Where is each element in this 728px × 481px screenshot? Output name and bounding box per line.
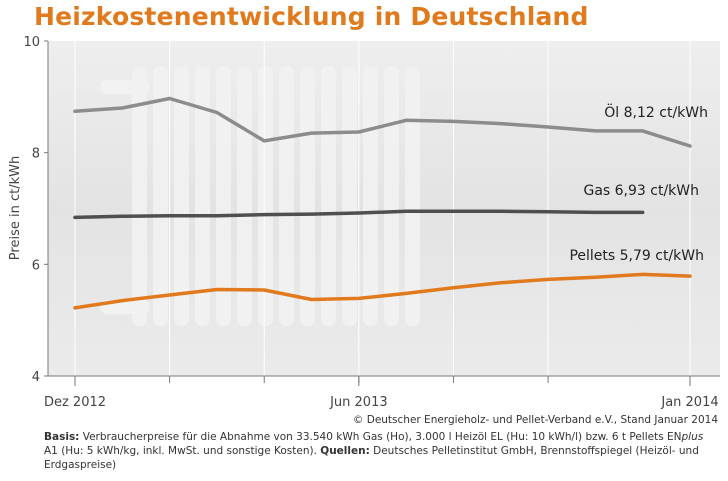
y-tick-label: 6	[32, 258, 40, 273]
radiator-fin	[153, 66, 168, 326]
oil-series-label: Öl 8,12 ct/kWh	[604, 103, 708, 121]
sources-label: Quellen:	[320, 445, 370, 457]
series-labels: Öl 8,12 ct/kWh Gas 6,93 ct/kWh Pellets 5…	[569, 103, 708, 264]
radiator-fin	[174, 66, 189, 326]
radiator-fin	[132, 66, 147, 326]
radiator-fin	[237, 66, 252, 326]
pellets-series-line	[73, 272, 692, 310]
radiator-fin	[195, 66, 210, 326]
basis-italic: plus	[681, 431, 704, 443]
radiator-fin	[216, 66, 231, 326]
y-tick-label: 10	[23, 35, 40, 50]
radiator-fin	[405, 66, 420, 326]
radiator-watermark	[100, 66, 420, 326]
gas-series-label: Gas 6,93 ct/kWh	[583, 183, 699, 199]
radiator-fin	[342, 66, 357, 326]
y-tick-label: 8	[32, 147, 40, 162]
footnote: Basis: Verbraucherpreise für die Abnahme…	[44, 430, 720, 472]
series-lines	[73, 96, 692, 310]
copyright-notice: © Deutscher Energieholz- und Pellet-Verb…	[352, 414, 718, 426]
basis-label: Basis:	[44, 431, 80, 443]
vertical-gridlines	[74, 41, 691, 376]
y-axis-label: Preise in ct/kWh	[8, 156, 23, 260]
x-axis-ticks: Dez 2012 Jun 2013 Jan 2014	[44, 376, 719, 410]
radiator-fin	[384, 66, 399, 326]
radiator-fin	[363, 66, 378, 326]
radiator-fin	[321, 66, 336, 326]
y-axis-ticks: 4 6 8 10	[23, 35, 48, 385]
oil-series-line	[73, 96, 692, 148]
x-tick-label: Jan 2014	[660, 395, 718, 410]
chart-title: Heizkostenentwicklung in Deutschland	[34, 2, 589, 31]
radiator-fin	[279, 66, 294, 326]
sources-text: Deutsches Pelletinstitut GmbH, Brennstof…	[44, 445, 699, 471]
basis-text-2: A1 (Hu: 5 kWh/kg, inkl. MwSt. und sonsti…	[44, 445, 317, 457]
pellets-series-label: Pellets 5,79 ct/kWh	[569, 248, 704, 264]
y-tick-label: 4	[32, 370, 40, 385]
x-tick-label: Jun 2013	[329, 395, 388, 410]
radiator-fin	[258, 66, 273, 326]
gas-series-line	[73, 209, 645, 220]
x-tick-label: Dez 2012	[44, 395, 106, 410]
basis-text-1: Verbraucherpreise für die Abnahme von 33…	[79, 431, 682, 443]
radiator-fin	[300, 66, 315, 326]
